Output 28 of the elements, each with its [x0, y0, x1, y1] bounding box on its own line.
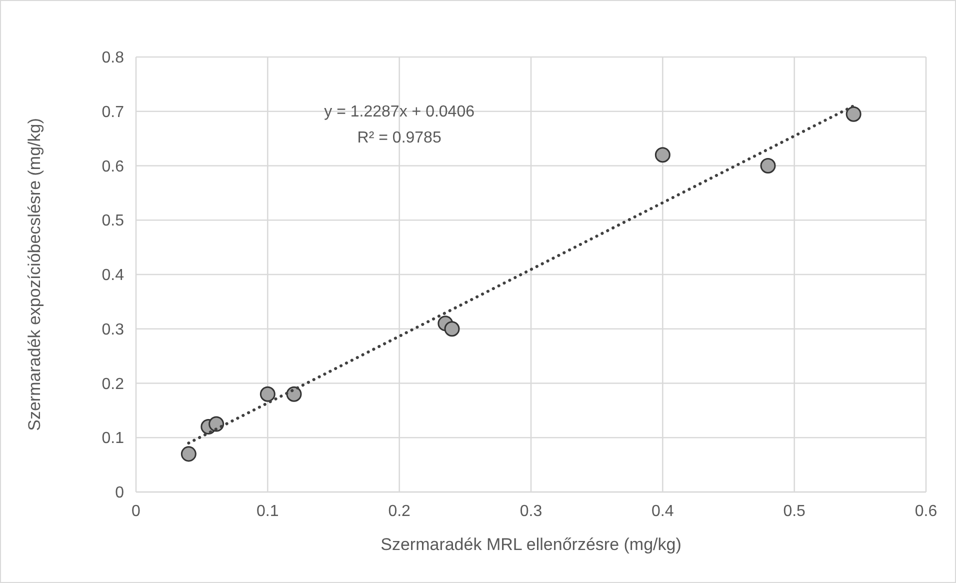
y-tick-label: 0.8 [102, 50, 124, 67]
y-tick-label: 0.3 [102, 321, 124, 338]
y-tick-label: 0 [115, 484, 124, 502]
y-axis-title: Szermaradék expozícióbecslésre (mg/kg) [25, 118, 44, 431]
y-tick-label: 0.7 [102, 104, 124, 121]
x-tick-label: 0.3 [520, 503, 542, 520]
y-tick-label: 0.2 [102, 376, 124, 393]
x-tick-label: 0 [132, 503, 141, 520]
point [180, 446, 196, 462]
point [444, 321, 460, 337]
point [654, 147, 670, 163]
annotation: y = 1.2287x + 0.0406 [324, 103, 475, 120]
x-tick-label: 0.5 [783, 503, 806, 520]
x-tick-label: 0.2 [388, 503, 411, 520]
point [260, 386, 276, 402]
x-axis-title: Szermaradék MRL ellenőrzésre (mg/kg) [380, 535, 682, 554]
y-tick-label: 0.5 [102, 212, 124, 230]
y-tick-label: 0.6 [102, 158, 124, 176]
y-tick-label: 0.4 [102, 267, 124, 284]
point [846, 106, 862, 122]
point [760, 158, 776, 174]
x-tick-label: 0.1 [256, 503, 279, 520]
x-tick-label: 0.6 [914, 503, 938, 520]
annotation: R² = 0.9785 [357, 129, 442, 146]
point [286, 386, 302, 402]
x-tick-label: 0.4 [652, 503, 674, 520]
point [208, 416, 224, 432]
y-tick-label: 0.1 [102, 430, 124, 448]
